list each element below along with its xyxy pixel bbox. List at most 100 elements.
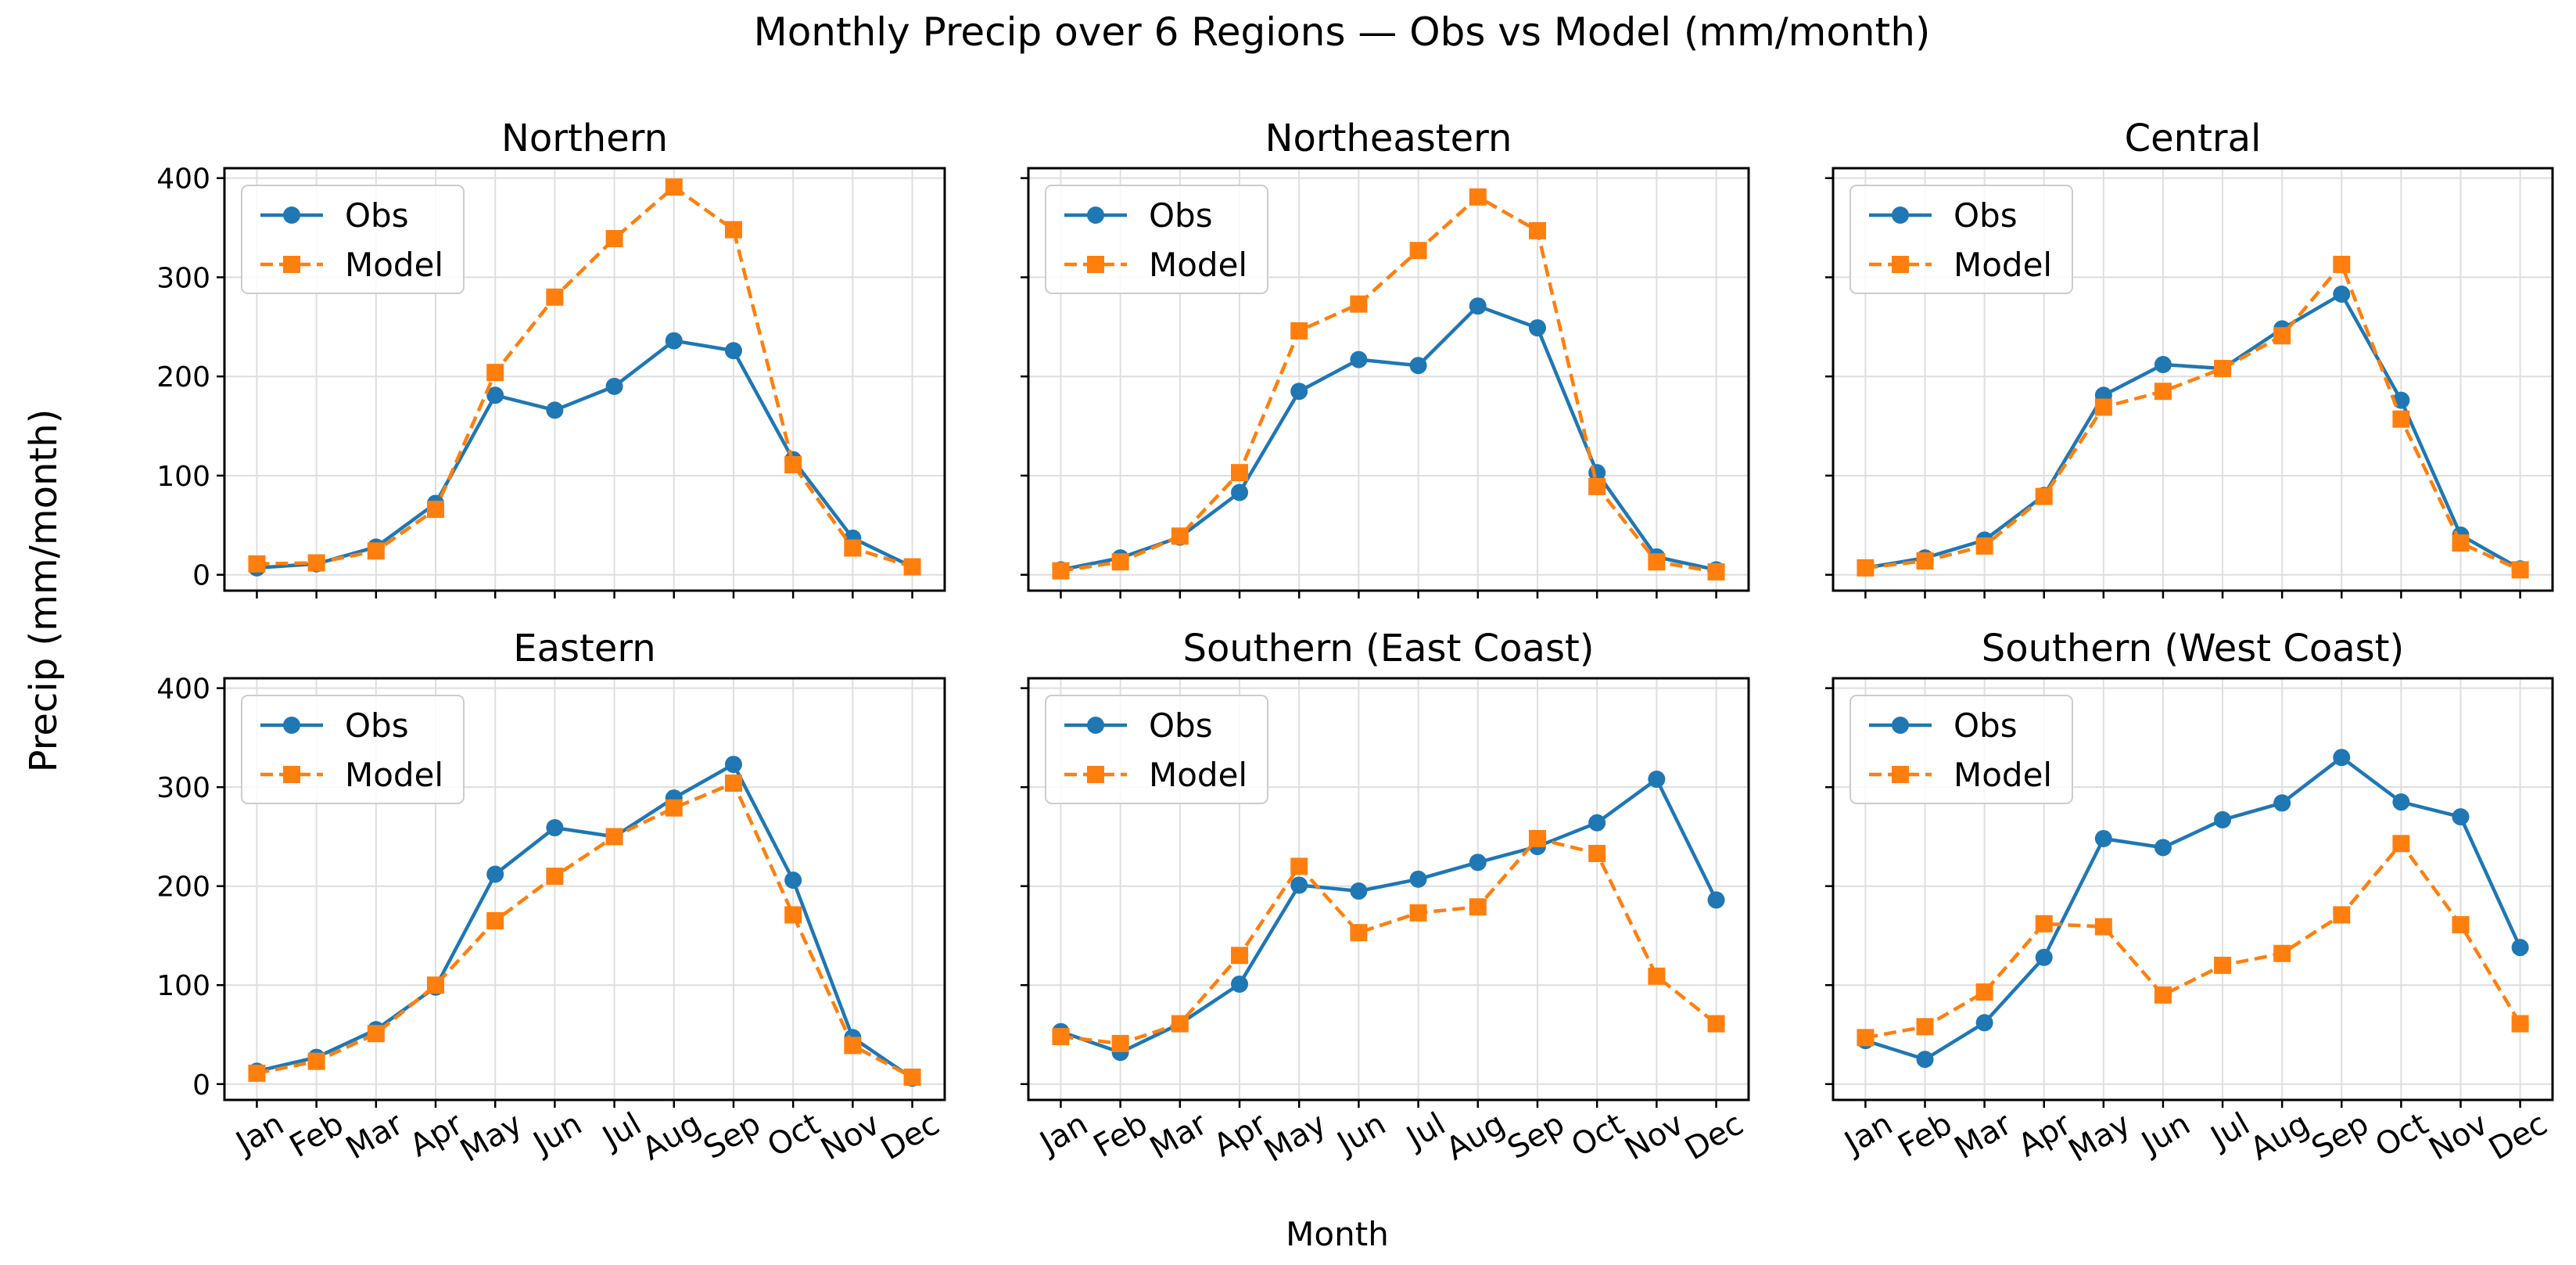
data-point-model — [1290, 322, 1308, 340]
legend-label-obs: Obs — [1954, 196, 2018, 235]
data-point-obs — [1350, 882, 1368, 900]
data-point-obs — [1290, 383, 1308, 401]
data-point-obs — [486, 386, 504, 404]
y-tick-label: 300 — [156, 772, 210, 804]
data-point-model — [1469, 188, 1487, 206]
data-point-obs — [546, 819, 564, 837]
data-point-model — [2035, 915, 2053, 933]
data-point-obs — [2392, 793, 2410, 811]
data-point-model — [1857, 1029, 1875, 1047]
data-point-model — [2392, 835, 2410, 853]
series-line-obs — [1864, 755, 2522, 1062]
data-point-model — [1290, 857, 1308, 875]
legend-marker-model — [1087, 256, 1104, 273]
panels: 0100200300400NorthernObsModelNortheaster… — [156, 117, 2554, 1170]
legend-marker-model — [283, 766, 300, 783]
data-point-model — [1469, 898, 1487, 916]
data-point-model — [2333, 255, 2351, 273]
series-line-model — [1864, 842, 2522, 1040]
data-point-obs — [1409, 870, 1427, 888]
legend-label-model: Model — [345, 246, 443, 284]
legend-label-model: Model — [1954, 756, 2052, 794]
series-line-obs — [1865, 292, 2521, 571]
data-point-model — [2214, 360, 2232, 378]
data-point-obs — [1528, 319, 1546, 337]
figure-title: Monthly Precip over 6 Regions — Obs vs M… — [754, 9, 1931, 55]
legend-marker-obs — [1087, 207, 1104, 224]
data-point-obs — [1916, 1051, 1934, 1069]
data-point-obs — [665, 332, 683, 350]
data-point-model — [1975, 983, 1993, 1001]
series-line-obs — [257, 339, 913, 570]
data-point-model — [248, 1064, 266, 1082]
data-point-model — [2333, 906, 2351, 924]
series-line-obs — [1060, 777, 1718, 1055]
panel-2: Northeastern Obs Model — [1021, 117, 1750, 598]
data-point-obs — [605, 377, 623, 395]
legend-label-model: Model — [1149, 756, 1247, 794]
data-point-model — [2511, 1015, 2529, 1033]
data-point-obs — [1707, 891, 1725, 909]
data-point-model — [486, 364, 504, 382]
series-line-model — [1060, 836, 1717, 1046]
panel-title: Eastern — [513, 627, 655, 670]
data-point-model — [546, 288, 564, 306]
data-point-model — [2273, 327, 2291, 345]
data-point-model — [1052, 1028, 1070, 1046]
data-point-model — [903, 558, 921, 576]
legend-label-obs: Obs — [345, 706, 409, 745]
y-tick-label: 300 — [156, 262, 210, 294]
x-axis-label: Month — [1286, 1215, 1389, 1253]
y-tick-label: 0 — [192, 560, 210, 592]
data-point-obs — [2154, 355, 2172, 373]
legend-marker-obs — [283, 717, 300, 734]
data-point-obs — [2452, 808, 2470, 826]
data-point-model — [1171, 1015, 1189, 1033]
series-line-model — [1060, 195, 1717, 574]
legend-label-obs: Obs — [345, 196, 409, 235]
data-point-obs — [724, 756, 742, 774]
panel-1: 0 100 200 300 400 Northern Obs Model — [156, 117, 946, 598]
legend-marker-obs — [283, 207, 300, 224]
data-point-obs — [1231, 483, 1249, 501]
data-point-obs — [2333, 285, 2351, 303]
data-point-model — [367, 1025, 385, 1043]
data-point-obs — [1350, 350, 1368, 368]
data-point-model — [367, 542, 385, 560]
data-point-model — [427, 976, 445, 994]
data-point-model — [1231, 947, 1249, 965]
axes-frame — [1832, 677, 2554, 1101]
data-point-model — [1707, 562, 1725, 580]
data-point-model — [1111, 1034, 1129, 1052]
data-point-model — [2452, 916, 2470, 934]
data-point-model — [307, 1052, 325, 1070]
data-point-model — [1171, 527, 1189, 545]
data-point-obs — [2214, 810, 2232, 828]
axes-frame — [1027, 167, 1750, 592]
legend-label-model: Model — [1149, 246, 1247, 284]
data-point-model — [1409, 242, 1427, 260]
data-point-model — [1111, 553, 1129, 571]
data-point-obs — [724, 342, 742, 360]
y-axis-label: Precip (mm/month) — [22, 409, 66, 773]
data-point-model — [784, 906, 802, 924]
data-point-model — [2154, 383, 2172, 401]
data-point-model — [1648, 553, 1666, 571]
data-point-model — [2094, 918, 2112, 936]
data-point-model — [665, 178, 683, 196]
series-line-model — [257, 185, 913, 569]
data-point-model — [2035, 487, 2053, 505]
series-line-obs — [256, 762, 913, 1080]
legend-label-obs: Obs — [1149, 196, 1213, 235]
y-tick-label: 200 — [156, 361, 210, 394]
panel-title: Southern (East Coast) — [1182, 627, 1594, 670]
y-tick-label: 400 — [156, 164, 210, 196]
data-point-obs — [2511, 939, 2529, 957]
data-point-model — [724, 221, 742, 239]
data-point-obs — [486, 865, 504, 883]
data-point-model — [784, 456, 802, 474]
data-point-model — [665, 799, 683, 817]
data-point-model — [2511, 561, 2529, 579]
legend-marker-model — [1087, 766, 1104, 783]
data-point-model — [1350, 924, 1368, 942]
